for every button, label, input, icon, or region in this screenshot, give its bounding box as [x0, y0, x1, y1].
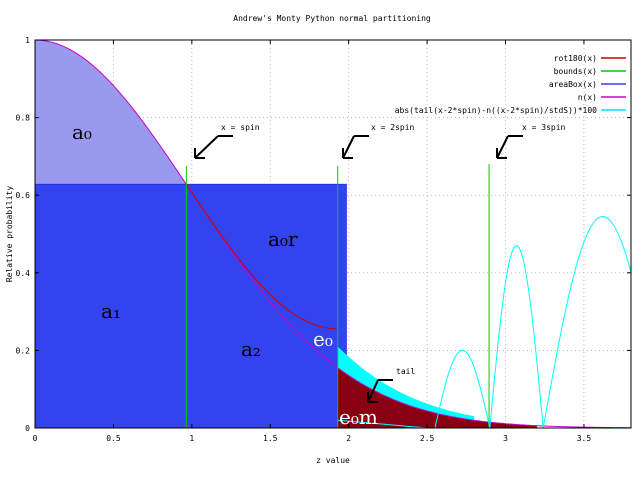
x-tick-label: 0	[33, 434, 38, 443]
region-label-e0: e₀	[313, 327, 333, 351]
annotation-arrow-head	[367, 392, 378, 403]
tick-layer: 0 0.5 1 1.5 2 2.5 3 3.5 0 0.2 0.4 0.6 0.8 1	[16, 36, 631, 443]
annotation-label: tail	[396, 367, 415, 376]
y-tick-label: 0.8	[16, 114, 31, 123]
x-tick-label: 2.5	[420, 434, 435, 443]
annotation-label: x = spin	[221, 123, 260, 132]
y-axis-label: Relative probability	[5, 186, 14, 283]
annotation-arrow-head	[496, 148, 507, 159]
legend: rot180(x) bounds(x) areaBox(x) n(x) abs(tail…	[395, 54, 626, 115]
annotation-arrow-shaft	[342, 135, 355, 159]
y-tick-label: 0.4	[16, 269, 31, 278]
region-label-a0: a₀	[72, 120, 92, 144]
annotation-arrow-shaft	[367, 379, 379, 403]
annotation-arrow-head	[342, 148, 353, 159]
legend-label: n(x)	[578, 93, 597, 102]
legend-label: abs(tail(x-2*spin)-n((x-2*spin)/stdS))*1…	[395, 106, 597, 115]
plot-frame	[34, 39, 632, 429]
annotation-arrow-shaft	[194, 135, 219, 159]
annotation-arrow-head	[194, 148, 205, 159]
line-layer	[34, 39, 632, 429]
annotations: x = spin x = 2spin x = 3spin tail	[194, 123, 566, 403]
x-tick-label: 2	[346, 434, 351, 443]
area-box	[34, 183, 347, 429]
region-e0m	[337, 367, 537, 428]
legend-label: rot180(x)	[554, 54, 597, 63]
region-label-a1: a₁	[101, 299, 121, 323]
legend-label: bounds(x)	[554, 67, 597, 76]
chart-title: Andrew's Monty Python normal partitionin…	[233, 14, 431, 23]
annotation-label: x = 3spin	[522, 123, 566, 132]
x-tick-label: 1	[189, 434, 194, 443]
annotation-arrow-shaft	[496, 135, 509, 159]
y-tick-label: 0	[25, 424, 30, 433]
x-tick-label: 1.5	[263, 434, 278, 443]
annotation-label: x = 2spin	[371, 123, 415, 132]
y-tick-label: 1	[25, 36, 30, 45]
x-tick-label: 3	[503, 434, 508, 443]
series-n-line	[34, 39, 632, 429]
region-label-e0m: e₀m	[339, 405, 378, 429]
series-rot180-line	[185, 184, 337, 330]
x-tick-label: 3.5	[577, 434, 592, 443]
y-tick-label: 0.2	[16, 346, 31, 355]
region-label-a2: a₂	[241, 337, 261, 361]
region-label-a0r: a₀r	[268, 227, 298, 251]
y-tick-label: 0.6	[16, 191, 31, 200]
region-labels: a₀ a₀r a₁ a₂ e₀ e₀m	[72, 120, 378, 429]
tail-band	[337, 346, 475, 421]
x-tick-label: 0.5	[106, 434, 121, 443]
legend-label: areaBox(x)	[549, 80, 597, 89]
x-axis-label: z value	[316, 456, 350, 465]
series-tail-error-line	[337, 216, 632, 429]
